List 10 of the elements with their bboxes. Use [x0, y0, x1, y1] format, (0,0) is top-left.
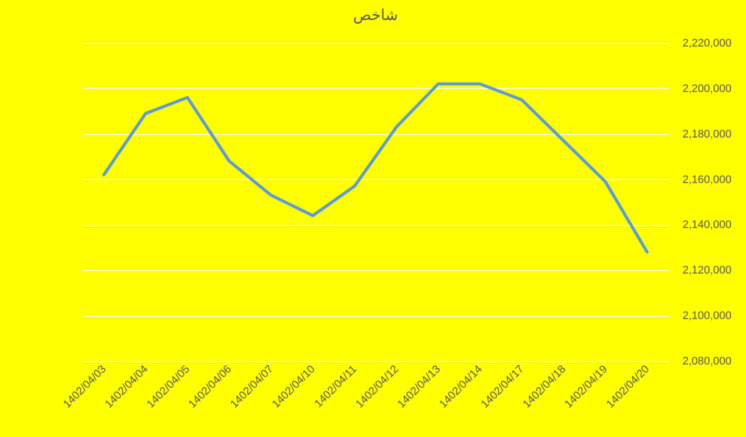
y-tick-label: 2,200,000 — [682, 82, 732, 95]
y-tick-label: 2,160,000 — [682, 174, 732, 186]
y-tick-label: 2,080,000 — [682, 356, 732, 368]
line-series — [102, 82, 649, 254]
y-tick-label: 2,180,000 — [682, 128, 732, 140]
y-tick-label: 2,100,000 — [682, 310, 732, 322]
y-tick-label: 2,140,000 — [682, 219, 732, 232]
y-tick-label: 2,220,000 — [682, 38, 732, 50]
chart-title: شاخص — [353, 6, 398, 24]
y-tick-label: 2,120,000 — [682, 264, 732, 277]
